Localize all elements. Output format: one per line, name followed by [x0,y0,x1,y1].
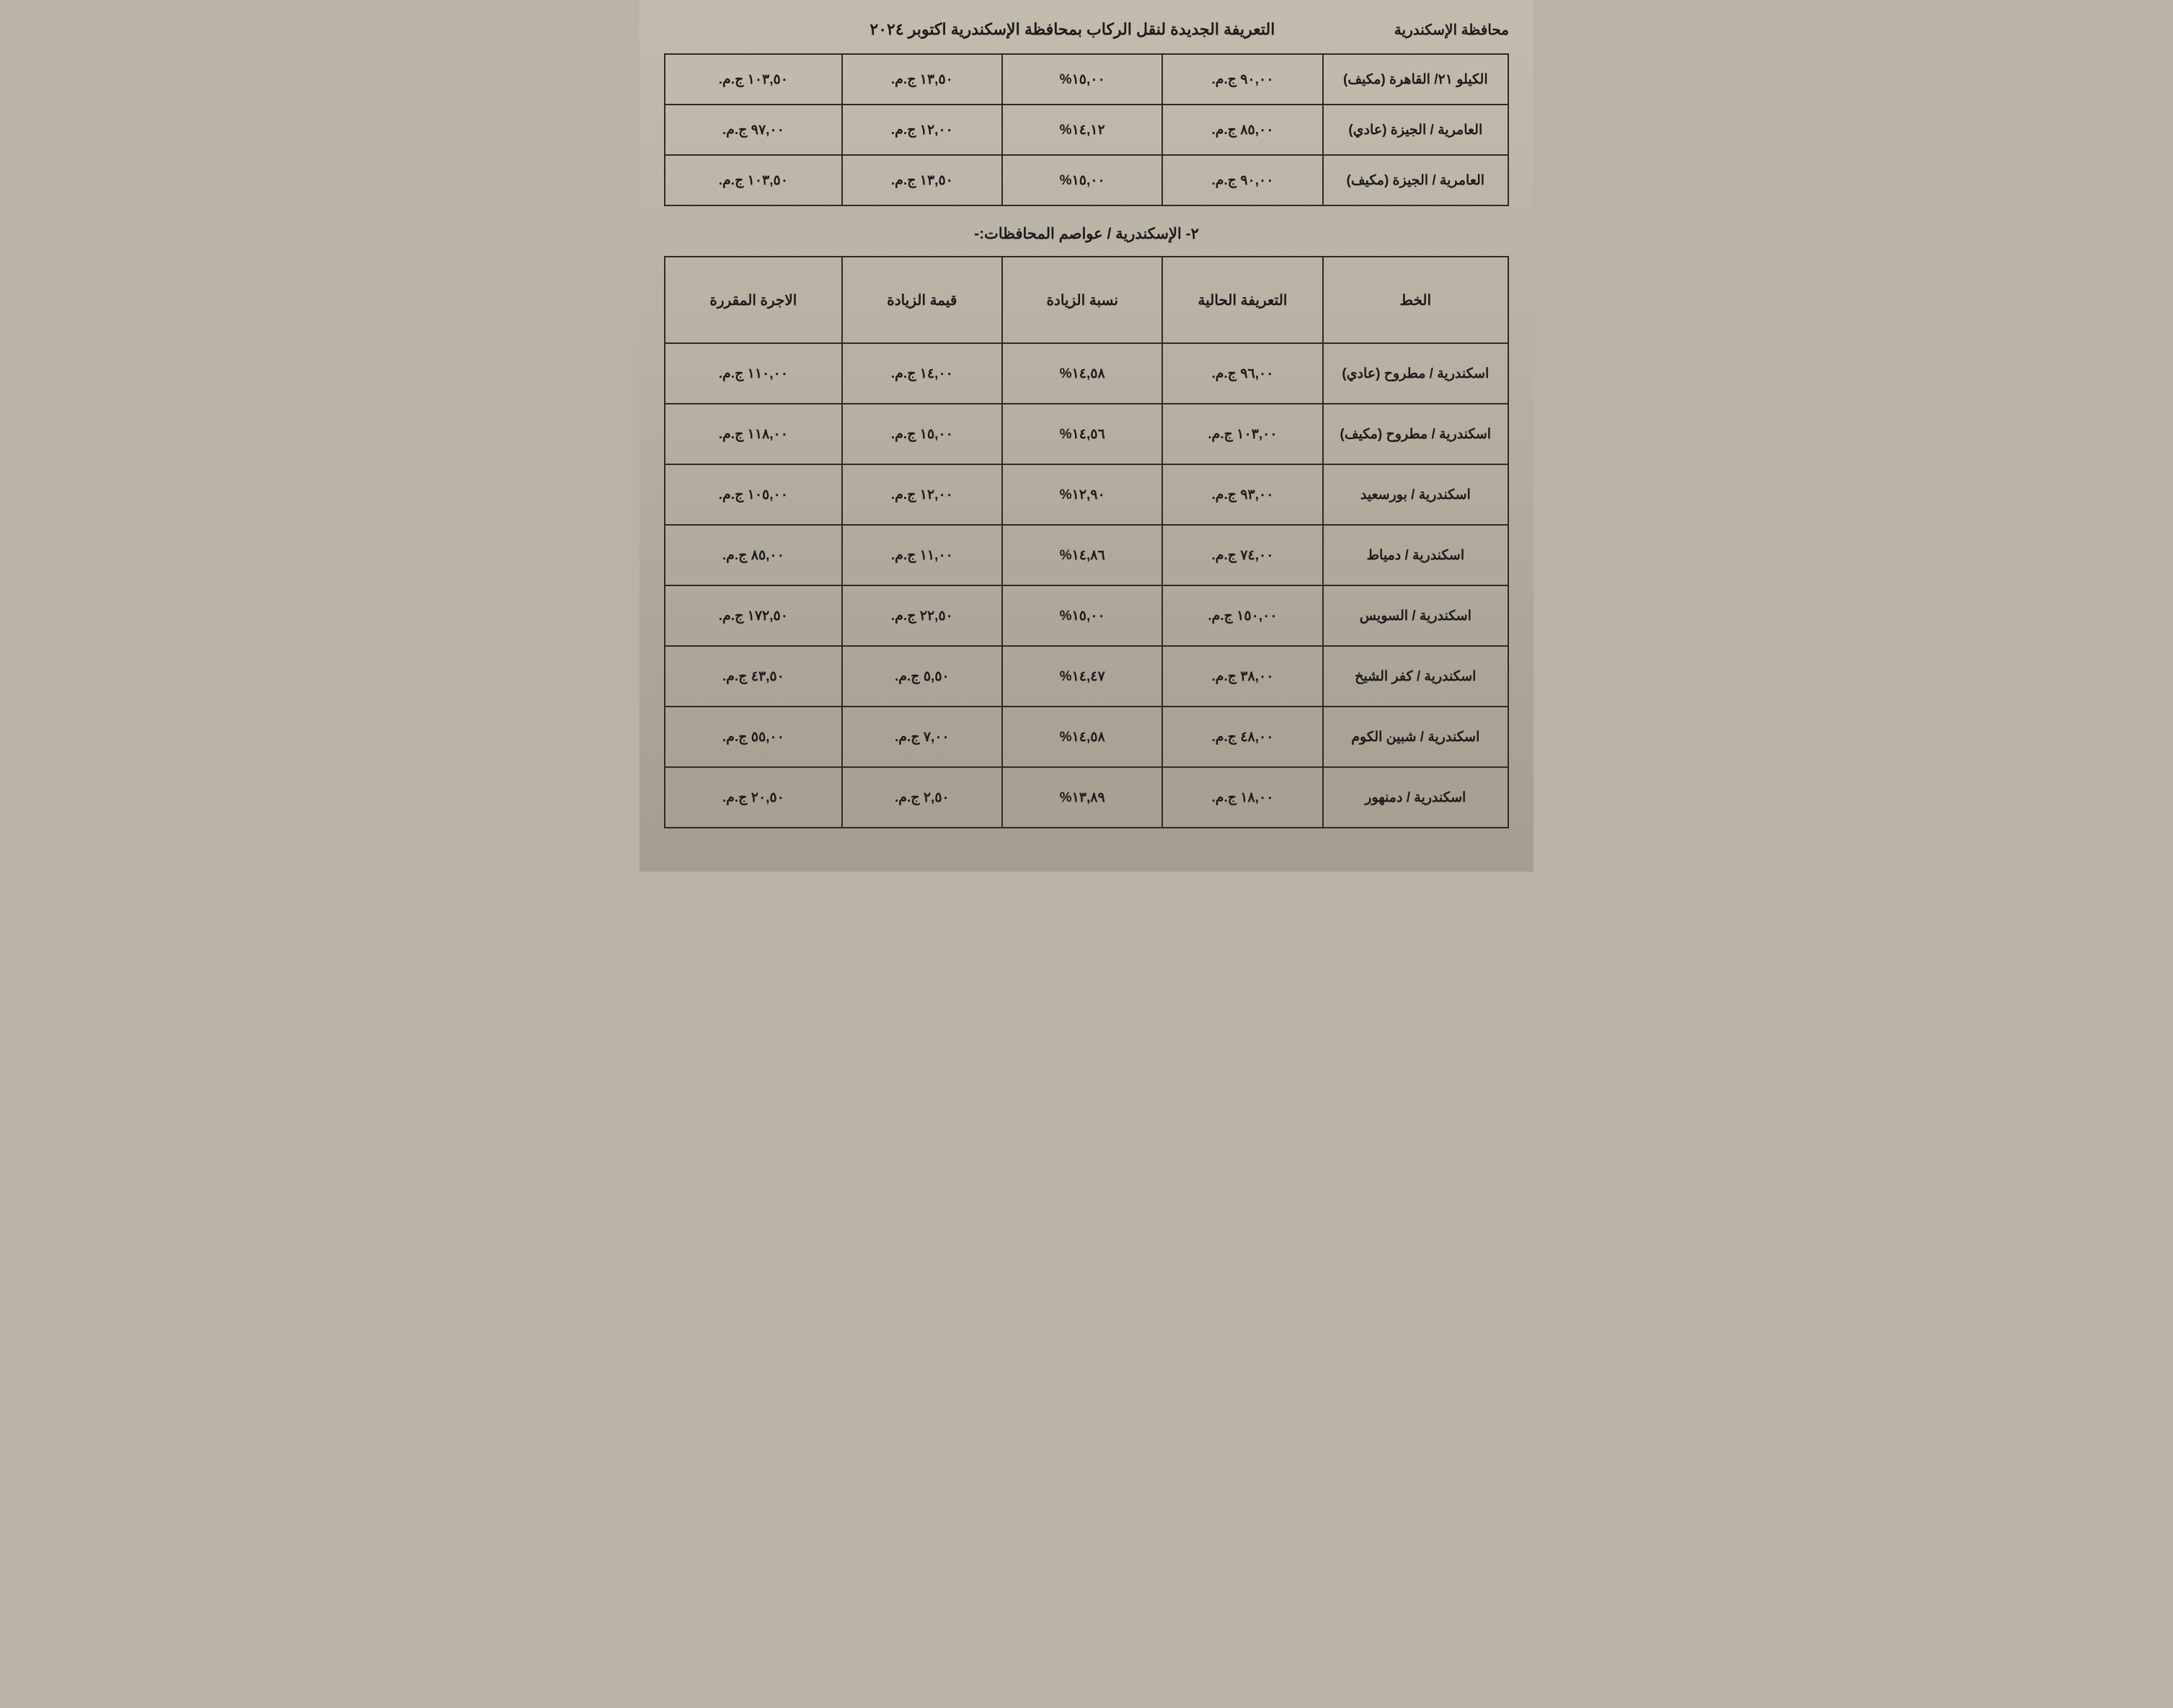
cell-route: اسكندرية / السويس [1323,585,1508,646]
cell-current: ٧٤,٠٠ ج.م. [1162,525,1322,585]
cell-pct: ١٥,٠٠% [1002,54,1162,105]
cell-route: اسكندرية / مطروح (مكيف) [1323,404,1508,464]
cell-final: ٨٥,٠٠ ج.م. [665,525,842,585]
fares-table-top-body: الكيلو ٢١/ القاهرة (مكيف) ٩٠,٠٠ ج.م. ١٥,… [665,54,1508,205]
cell-current: ٩٣,٠٠ ج.م. [1162,464,1322,525]
cell-pct: ١٤,٥٦% [1002,404,1162,464]
governorate-name: محافظة الإسكندرية [1394,21,1509,39]
cell-route: اسكندرية / دمنهور [1323,767,1508,828]
col-pct: نسبة الزيادة [1002,257,1162,343]
cell-current: ٨٥,٠٠ ج.م. [1162,105,1322,155]
cell-pct: ١٤,٤٧% [1002,646,1162,707]
section-2-title: ٢- الإسكندرية / عواصم المحافظات:- [664,225,1509,243]
col-route: الخط [1323,257,1508,343]
cell-route: اسكندرية / كفر الشيخ [1323,646,1508,707]
table-row: اسكندرية / شبين الكوم ٤٨,٠٠ ج.م. ١٤,٥٨% … [665,707,1508,767]
page-title: التعريفة الجديدة لنقل الركاب بمحافظة الإ… [664,20,1394,39]
table-row: الكيلو ٢١/ القاهرة (مكيف) ٩٠,٠٠ ج.م. ١٥,… [665,54,1508,105]
cell-route: اسكندرية / مطروح (عادي) [1323,343,1508,404]
cell-pct: ١٤,١٢% [1002,105,1162,155]
table-row: اسكندرية / كفر الشيخ ٣٨,٠٠ ج.م. ١٤,٤٧% ٥… [665,646,1508,707]
cell-current: ٣٨,٠٠ ج.م. [1162,646,1322,707]
cell-final: ٩٧,٠٠ ج.م. [665,105,842,155]
table-row: اسكندرية / دمياط ٧٤,٠٠ ج.م. ١٤,٨٦% ١١,٠٠… [665,525,1508,585]
cell-inc: ٧,٠٠ ج.م. [842,707,1002,767]
cell-pct: ١٥,٠٠% [1002,155,1162,205]
cell-final: ١٠٥,٠٠ ج.م. [665,464,842,525]
cell-route: الكيلو ٢١/ القاهرة (مكيف) [1323,54,1508,105]
fares-table-main-head: الخط التعريفة الحالية نسبة الزيادة قيمة … [665,257,1508,343]
cell-route: اسكندرية / دمياط [1323,525,1508,585]
cell-inc: ١٢,٠٠ ج.م. [842,464,1002,525]
fares-table-main: الخط التعريفة الحالية نسبة الزيادة قيمة … [664,256,1509,828]
table-row: العامرية / الجيزة (عادي) ٨٥,٠٠ ج.م. ١٤,١… [665,105,1508,155]
cell-current: ٩٦,٠٠ ج.م. [1162,343,1322,404]
fares-table-top: الكيلو ٢١/ القاهرة (مكيف) ٩٠,٠٠ ج.م. ١٥,… [664,53,1509,206]
cell-inc: ١٤,٠٠ ج.م. [842,343,1002,404]
cell-inc: ١١,٠٠ ج.م. [842,525,1002,585]
cell-current: ٤٨,٠٠ ج.م. [1162,707,1322,767]
cell-inc: ٢٢,٥٠ ج.م. [842,585,1002,646]
cell-final: ٢٠,٥٠ ج.م. [665,767,842,828]
table-row: اسكندرية / السويس ١٥٠,٠٠ ج.م. ١٥,٠٠% ٢٢,… [665,585,1508,646]
cell-inc: ١٢,٠٠ ج.م. [842,105,1002,155]
document-page: محافظة الإسكندرية التعريفة الجديدة لنقل … [639,0,1534,872]
cell-final: ١٧٢,٥٠ ج.م. [665,585,842,646]
cell-pct: ١٤,٨٦% [1002,525,1162,585]
cell-current: ١٨,٠٠ ج.م. [1162,767,1322,828]
cell-current: ١٠٣,٠٠ ج.م. [1162,404,1322,464]
table-row: العامرية / الجيزة (مكيف) ٩٠,٠٠ ج.م. ١٥,٠… [665,155,1508,205]
cell-pct: ١٤,٥٨% [1002,343,1162,404]
cell-inc: ١٣,٥٠ ج.م. [842,54,1002,105]
cell-final: ١٠٣,٥٠ ج.م. [665,155,842,205]
table-row: اسكندرية / مطروح (عادي) ٩٦,٠٠ ج.م. ١٤,٥٨… [665,343,1508,404]
cell-pct: ١٣,٨٩% [1002,767,1162,828]
cell-current: ٩٠,٠٠ ج.م. [1162,155,1322,205]
col-final: الاجرة المقررة [665,257,842,343]
table-header-row: الخط التعريفة الحالية نسبة الزيادة قيمة … [665,257,1508,343]
cell-route: العامرية / الجيزة (مكيف) [1323,155,1508,205]
cell-final: ٥٥,٠٠ ج.م. [665,707,842,767]
table-row: اسكندرية / بورسعيد ٩٣,٠٠ ج.م. ١٢,٩٠% ١٢,… [665,464,1508,525]
table-row: اسكندرية / مطروح (مكيف) ١٠٣,٠٠ ج.م. ١٤,٥… [665,404,1508,464]
cell-pct: ١٤,٥٨% [1002,707,1162,767]
cell-final: ١١٠,٠٠ ج.م. [665,343,842,404]
cell-inc: ١٥,٠٠ ج.م. [842,404,1002,464]
col-current: التعريفة الحالية [1162,257,1322,343]
cell-pct: ١٢,٩٠% [1002,464,1162,525]
cell-current: ٩٠,٠٠ ج.م. [1162,54,1322,105]
cell-pct: ١٥,٠٠% [1002,585,1162,646]
cell-route: اسكندرية / شبين الكوم [1323,707,1508,767]
cell-route: اسكندرية / بورسعيد [1323,464,1508,525]
col-inc: قيمة الزيادة [842,257,1002,343]
cell-inc: ٥,٥٠ ج.م. [842,646,1002,707]
table-row: اسكندرية / دمنهور ١٨,٠٠ ج.م. ١٣,٨٩% ٢,٥٠… [665,767,1508,828]
cell-final: ١١٨,٠٠ ج.م. [665,404,842,464]
cell-current: ١٥٠,٠٠ ج.م. [1162,585,1322,646]
cell-final: ١٠٣,٥٠ ج.م. [665,54,842,105]
fares-table-main-body: اسكندرية / مطروح (عادي) ٩٦,٠٠ ج.م. ١٤,٥٨… [665,343,1508,828]
cell-inc: ٢,٥٠ ج.م. [842,767,1002,828]
cell-final: ٤٣,٥٠ ج.م. [665,646,842,707]
document-header: محافظة الإسكندرية التعريفة الجديدة لنقل … [664,20,1509,39]
cell-inc: ١٣,٥٠ ج.م. [842,155,1002,205]
cell-route: العامرية / الجيزة (عادي) [1323,105,1508,155]
